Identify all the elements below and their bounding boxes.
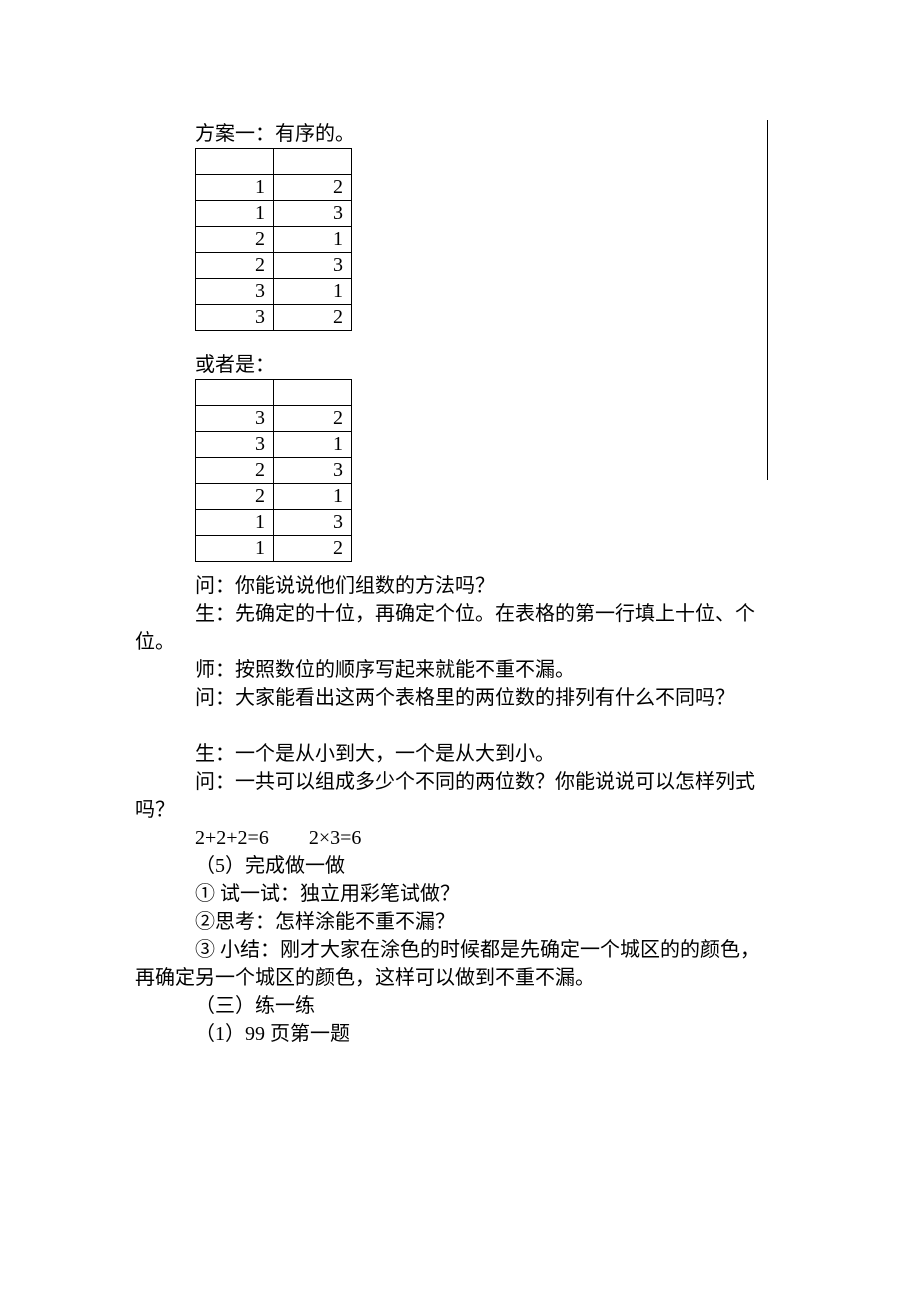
table-cell: 2 [274,305,352,331]
table-cell: 3 [196,279,274,305]
dialogue-a2: 生：一个是从小到大，一个是从大到小。 [135,740,765,768]
table-row: 21 [196,227,352,253]
section1-title: 方案一：有序的。 [135,120,765,148]
table-row: 32 [196,305,352,331]
table-cell: 3 [274,510,352,536]
margin-rule [767,120,768,480]
table-row: 32 [196,406,352,432]
table-cell: 2 [196,227,274,253]
table-1: 12 13 21 23 31 32 [195,148,352,331]
table-cell [274,149,352,175]
table-cell: 3 [274,458,352,484]
table-cell: 3 [196,406,274,432]
exercise-sub2: ②思考：怎样涂能不重不漏？ [135,908,765,936]
table-cell: 2 [196,458,274,484]
dialogue-q3: 问：一共可以组成多少个不同的两位数？你能说说可以怎样列式吗？ [135,768,765,824]
table-2: 32 31 23 21 13 12 [195,379,352,562]
table-cell: 2 [274,536,352,562]
dialogue-q3-text: 问：一共可以组成多少个不同的两位数？你能说说可以怎样列式吗？ [135,771,755,821]
table-cell: 2 [274,406,352,432]
table-row: 21 [196,484,352,510]
table-cell: 1 [274,279,352,305]
table-row: 12 [196,536,352,562]
exercise-sub3: ③ 小结：刚才大家在涂色的时候都是先确定一个城区的的颜色，再确定另一个城区的颜色… [135,936,765,992]
table-cell: 1 [274,484,352,510]
table-row [196,380,352,406]
section2-title: 或者是： [135,351,765,379]
dialogue-a1-text: 生：先确定的十位，再确定个位。在表格的第一行填上十位、个位。 [135,603,755,653]
table-cell: 1 [196,175,274,201]
dialogue-equation: 2+2+2=6 2×3=6 [135,824,765,852]
table-row: 13 [196,510,352,536]
table-row: 13 [196,201,352,227]
table-cell: 1 [196,536,274,562]
table-cell: 3 [196,305,274,331]
table-cell: 3 [274,201,352,227]
table-cell: 2 [274,175,352,201]
dialogue-q1: 问：你能说说他们组数的方法吗？ [135,572,765,600]
spacer [135,341,765,351]
table-cell: 1 [274,432,352,458]
practice-item1: （1）99 页第一题 [135,1020,765,1048]
table-cell: 2 [196,484,274,510]
table-row: 23 [196,253,352,279]
blank-line [135,712,765,740]
table-cell: 2 [196,253,274,279]
exercise-item5: （5）完成做一做 [135,852,765,880]
table-row: 23 [196,458,352,484]
dialogue-q2: 问：大家能看出这两个表格里的两位数的排列有什么不同吗？ [135,684,765,712]
dialogue-t1: 师：按照数位的顺序写起来就能不重不漏。 [135,656,765,684]
table-row: 12 [196,175,352,201]
table-row: 31 [196,432,352,458]
table-cell [196,380,274,406]
table-cell [196,149,274,175]
table-cell: 1 [196,510,274,536]
table-cell: 1 [196,201,274,227]
dialogue-a1: 生：先确定的十位，再确定个位。在表格的第一行填上十位、个位。 [135,600,765,656]
exercise-sub1: ① 试一试：独立用彩笔试做？ [135,880,765,908]
table-row: 31 [196,279,352,305]
table-cell: 1 [274,227,352,253]
table-cell: 3 [274,253,352,279]
table-cell [274,380,352,406]
table-cell: 3 [196,432,274,458]
table-row [196,149,352,175]
exercise-sub3-text: ③ 小结：刚才大家在涂色的时候都是先确定一个城区的的颜色，再确定另一个城区的颜色… [135,939,760,989]
dialogue-q2-text: 问：大家能看出这两个表格里的两位数的排列有什么不同吗？ [195,687,735,709]
page-content: 方案一：有序的。 12 13 21 23 31 32 或者是： 32 31 23… [135,120,765,1048]
practice-heading: （三）练一练 [135,992,765,1020]
